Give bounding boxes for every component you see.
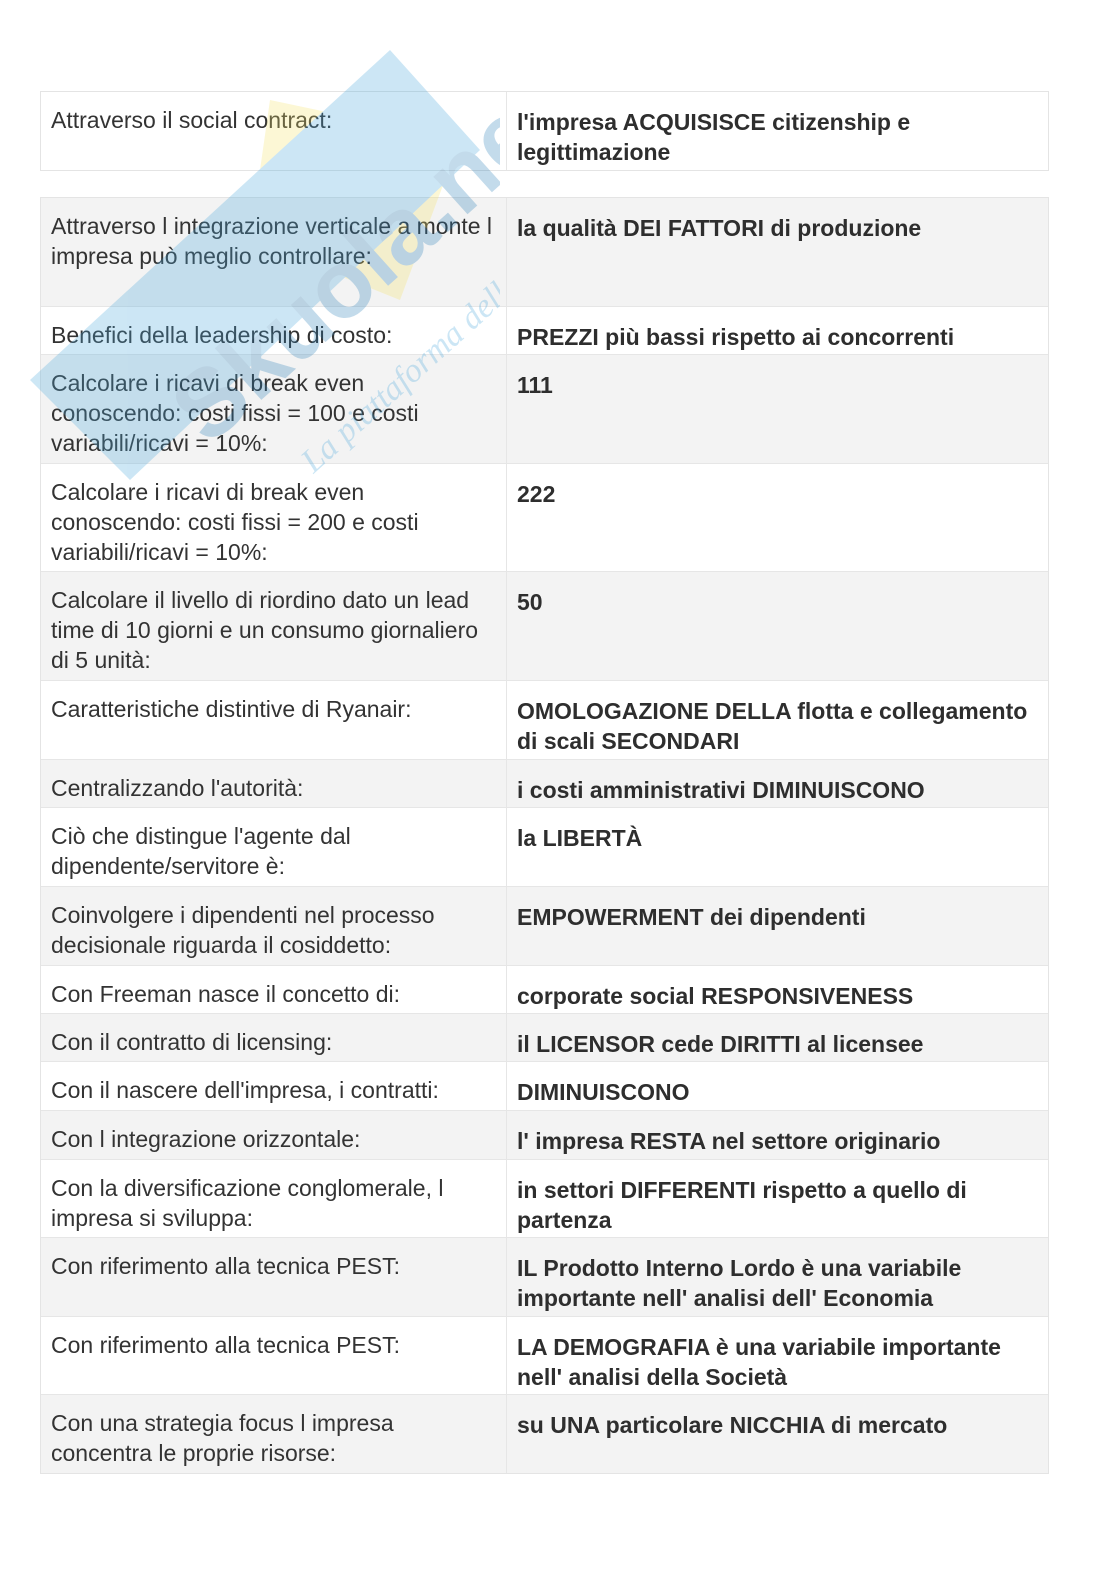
table-row: Caratteristiche distintive di Ryanair: OM…: [41, 680, 1048, 759]
table-row: Con riferimento alla tecnica PEST: IL Pro…: [41, 1237, 1048, 1316]
table-row: Centralizzando l'autorità: i costi ammini…: [41, 759, 1048, 807]
question-cell: Con la diversificazione conglomerale, l …: [41, 1160, 507, 1237]
answer-cell: la LIBERTÀ: [517, 825, 643, 851]
answer-cell: DIMINUISCONO: [517, 1079, 690, 1105]
answer-cell: corporate social RESPONSIVENESS: [517, 983, 914, 1009]
table-row: Benefici della leadership di costo: PREZZ…: [41, 306, 1048, 354]
table-row: Con l integrazione orizzontale: l' impres…: [41, 1110, 1048, 1159]
qa-table-top: Attraverso il social contract: l'impresa …: [40, 91, 1049, 171]
answer-cell: il LICENSOR cede DIRITTI al licensee: [517, 1031, 924, 1057]
table-row: Ciò che distingue l'agente dal dipendent…: [41, 807, 1048, 886]
question-cell: Con il nascere dell'impresa, i contratti…: [41, 1062, 507, 1110]
answer-cell: PREZZI più bassi rispetto ai concorrenti: [517, 324, 955, 350]
answer-cell: in settori DIFFERENTI rispetto a quello …: [517, 1177, 967, 1233]
answer-cell: 111: [517, 372, 553, 398]
question-cell: Benefici della leadership di costo:: [41, 307, 507, 354]
table-row: Calcolare i ricavi di break even conosce…: [41, 354, 1048, 463]
answer-cell: l'impresa ACQUISISCE citizenship e legit…: [517, 109, 911, 165]
table-row: Con il nascere dell'impresa, i contratti…: [41, 1061, 1048, 1110]
table-row: Attraverso il social contract: l'impresa …: [41, 92, 1048, 170]
answer-cell: su UNA particolare NICCHIA di mercato: [517, 1412, 948, 1438]
question-cell: Calcolare i ricavi di break even conosce…: [41, 355, 507, 463]
answer-cell: IL Prodotto Interno Lordo è una variabil…: [517, 1255, 962, 1311]
question-cell: Attraverso l integrazione verticale a mo…: [41, 198, 507, 306]
question-cell: Calcolare i ricavi di break even conosce…: [41, 464, 507, 571]
qa-table-main: Attraverso l integrazione verticale a mo…: [40, 197, 1049, 1474]
answer-cell: i costi amministrativi DIMINUISCONO: [517, 777, 925, 803]
question-cell: Con il contratto di licensing:: [41, 1014, 507, 1061]
table-row: Coinvolgere i dipendenti nel processo de…: [41, 886, 1048, 965]
answer-cell: la qualità DEI FATTORI di produzione: [517, 215, 922, 241]
table-row: Con Freeman nasce il concetto di: corpora…: [41, 965, 1048, 1013]
answer-cell: OMOLOGAZIONE DELLA flotta e collegamento…: [517, 698, 1028, 754]
table-row: Calcolare i ricavi di break even conosce…: [41, 463, 1048, 571]
question-cell: Caratteristiche distintive di Ryanair:: [41, 681, 507, 759]
question-cell: Con l integrazione orizzontale:: [41, 1111, 507, 1159]
table-row: Con la diversificazione conglomerale, l …: [41, 1159, 1048, 1237]
answer-cell: 50: [517, 589, 543, 615]
table-row: Attraverso l integrazione verticale a mo…: [41, 198, 1048, 306]
question-cell: Con riferimento alla tecnica PEST:: [41, 1238, 507, 1316]
table-row: Con il contratto di licensing: il LICENSO…: [41, 1013, 1048, 1061]
answer-cell: EMPOWERMENT dei dipendenti: [517, 904, 866, 930]
question-cell: Con una strategia focus l impresa concen…: [41, 1395, 507, 1473]
answer-cell: l' impresa RESTA nel settore originario: [517, 1128, 941, 1154]
question-cell: Attraverso il social contract:: [41, 92, 507, 170]
question-cell: Con riferimento alla tecnica PEST:: [41, 1317, 507, 1394]
table-row: Con una strategia focus l impresa concen…: [41, 1394, 1048, 1473]
table-row: Calcolare il livello di riordino dato un…: [41, 571, 1048, 680]
question-cell: Con Freeman nasce il concetto di:: [41, 966, 507, 1013]
question-cell: Centralizzando l'autorità:: [41, 760, 507, 807]
answer-cell: 222: [517, 481, 556, 507]
table-row: Con riferimento alla tecnica PEST: LA DEM…: [41, 1316, 1048, 1394]
question-cell: Calcolare il livello di riordino dato un…: [41, 572, 507, 680]
question-cell: Coinvolgere i dipendenti nel processo de…: [41, 887, 507, 965]
answer-cell: LA DEMOGRAFIA è una variabile importante…: [517, 1334, 1001, 1390]
question-cell: Ciò che distingue l'agente dal dipendent…: [41, 808, 507, 886]
